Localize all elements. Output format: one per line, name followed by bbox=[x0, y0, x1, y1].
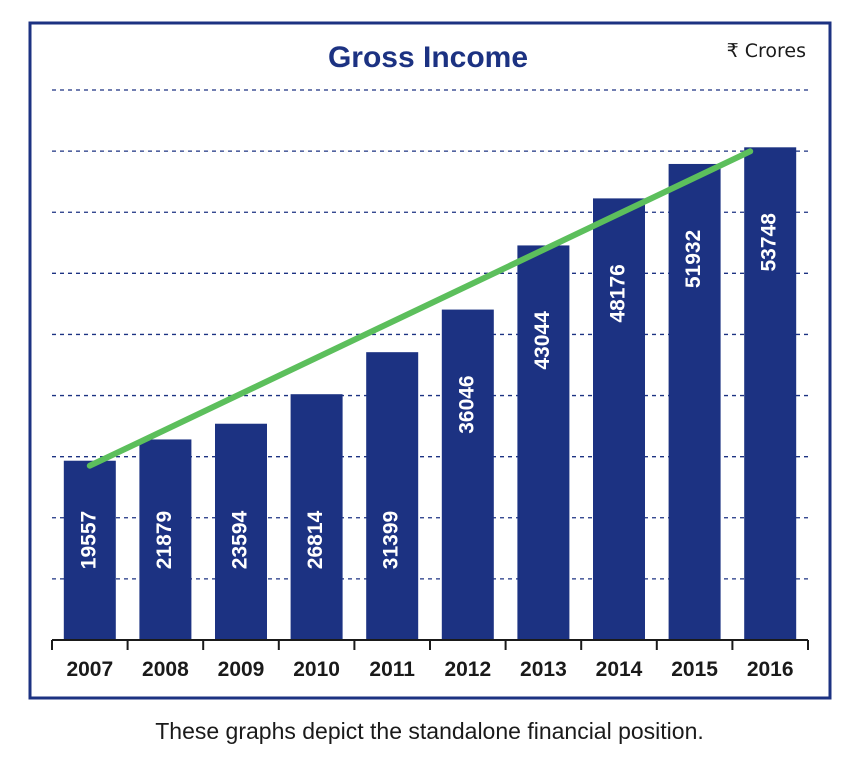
gross-income-chart: 19557 21879 23594 26814 31399 36046 43044 48176… bbox=[28, 21, 832, 700]
trend-line-group bbox=[86, 148, 754, 469]
data-label-2012: 36046 bbox=[455, 375, 478, 433]
unit-label: ₹ Crores bbox=[727, 40, 806, 62]
chart-title: Gross Income bbox=[328, 41, 528, 74]
data-label-2010: 26814 bbox=[304, 510, 327, 569]
x-tick-label-2015: 2015 bbox=[671, 658, 718, 681]
x-tick-label-2016: 2016 bbox=[747, 658, 794, 681]
bar-2014 bbox=[593, 198, 645, 641]
x-axis: 2007 2008 2009 2010 2011 2012 2013 2014 2015 2016 bbox=[51, 639, 809, 681]
bar-2013 bbox=[517, 245, 570, 640]
data-label-2009: 23594 bbox=[229, 510, 252, 569]
data-label-2013: 43044 bbox=[531, 311, 554, 370]
chart-caption: These graphs depict the standalone finan… bbox=[155, 718, 704, 744]
bar-2015 bbox=[668, 163, 721, 640]
data-label-2016: 53748 bbox=[758, 213, 781, 272]
bar-2009 bbox=[215, 423, 267, 640]
bar-2016 bbox=[744, 147, 797, 640]
x-tick-label-2012: 2012 bbox=[444, 658, 491, 681]
trend-line bbox=[86, 148, 754, 469]
data-label-2008: 21879 bbox=[153, 511, 176, 569]
x-tick-label-2013: 2013 bbox=[520, 658, 567, 681]
gridlines bbox=[52, 89, 808, 580]
x-tick-label-2010: 2010 bbox=[293, 658, 340, 681]
x-tick-label-2014: 2014 bbox=[596, 658, 643, 681]
data-label-2014: 48176 bbox=[607, 264, 630, 322]
bar-2007 bbox=[63, 460, 116, 640]
bar-2012 bbox=[441, 309, 494, 640]
x-tick-label-2011: 2011 bbox=[369, 658, 415, 681]
bar-2008 bbox=[139, 439, 192, 640]
x-tick-label-2007: 2007 bbox=[66, 658, 113, 681]
data-label-2015: 51932 bbox=[682, 230, 705, 288]
bars: 19557 21879 23594 26814 31399 36046 43044 48176… bbox=[63, 147, 797, 641]
x-tick-label-2009: 2009 bbox=[218, 658, 265, 681]
data-label-2011: 31399 bbox=[380, 511, 403, 569]
bar-2010 bbox=[290, 394, 343, 640]
x-tick-label-2008: 2008 bbox=[142, 658, 189, 681]
data-label-2007: 19557 bbox=[77, 511, 100, 569]
bar-2011 bbox=[366, 352, 419, 640]
chart-frame bbox=[28, 21, 832, 700]
